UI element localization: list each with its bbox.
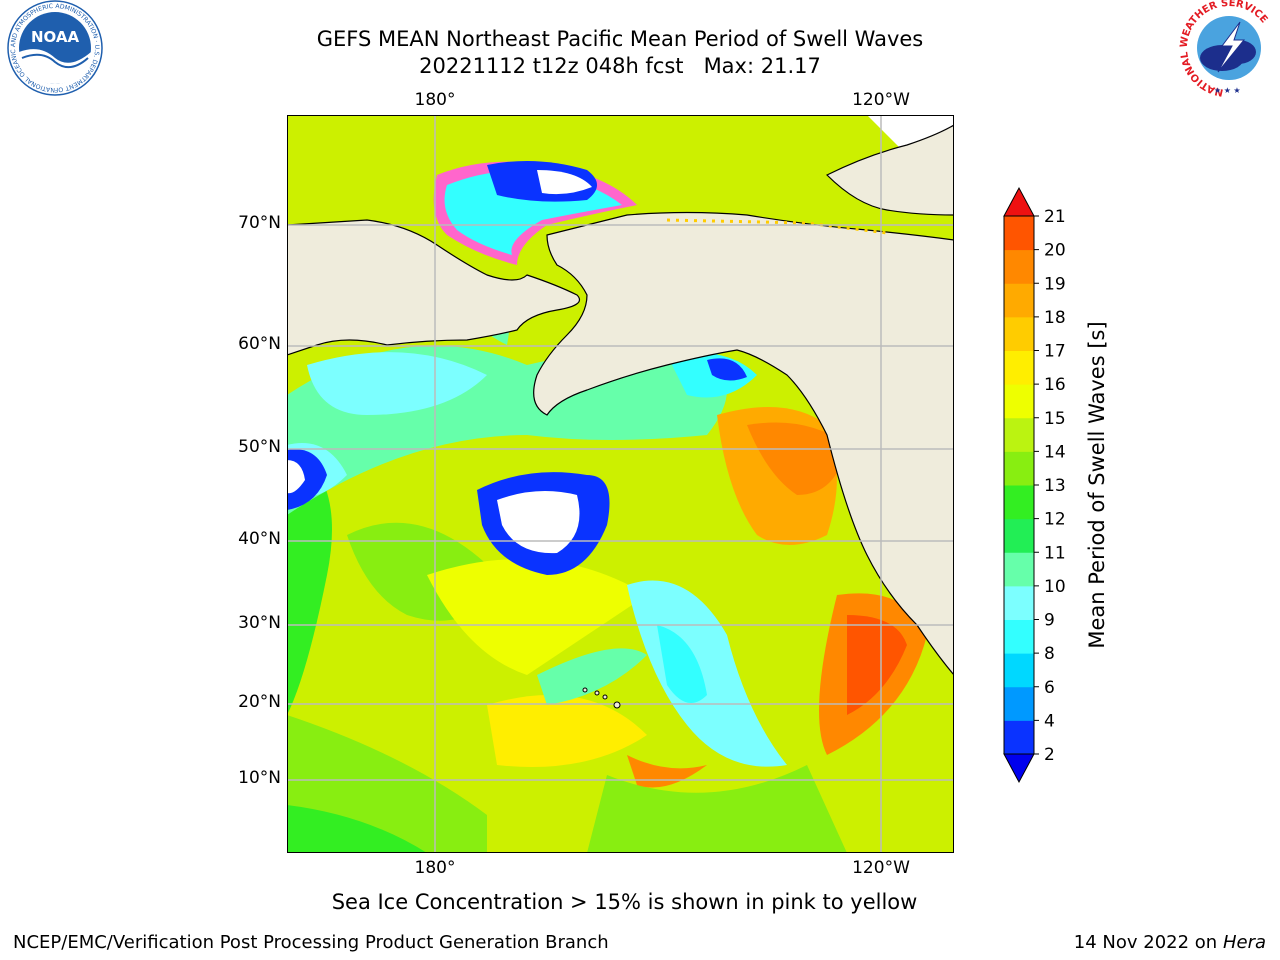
colorbar-band — [1004, 686, 1034, 721]
colorbar-tick-label: 12 — [1044, 510, 1066, 530]
lat-label-20n: 20°N — [238, 692, 281, 712]
generation-date: 14 Nov 2022 on Hera — [1074, 932, 1266, 953]
lat-label-70n: 70°N — [238, 213, 281, 233]
colorbar-band — [1004, 417, 1034, 452]
colorbar-band — [1004, 451, 1034, 486]
colorbar-band — [1004, 283, 1034, 318]
sea-ice-caption: Sea Ice Concentration > 15% is shown in … — [331, 890, 918, 914]
colorbar-tick-label: 6 — [1044, 678, 1055, 698]
colorbar-band — [1004, 216, 1034, 251]
swell-period-map — [287, 115, 954, 853]
lon-label-120w-top: 120°W — [852, 90, 910, 110]
lat-label-60n: 60°N — [238, 334, 281, 354]
colorbar-tick-label: 2 — [1044, 745, 1055, 765]
lon-label-180-top: 180° — [414, 90, 456, 110]
colorbar-tick-label: 13 — [1044, 476, 1066, 496]
colorbar-band — [1004, 316, 1034, 351]
colorbar-tick-label: 19 — [1044, 274, 1066, 294]
colorbar-tick-label: 14 — [1044, 442, 1066, 462]
colorbar-under-arrow — [1003, 753, 1035, 784]
colorbar-band — [1004, 720, 1034, 755]
colorbar-tick-label: 8 — [1044, 644, 1055, 664]
colorbar-band — [1004, 350, 1034, 385]
colorbar-band — [1004, 552, 1034, 587]
colorbar-tick-label: 17 — [1044, 342, 1066, 362]
lat-label-30n: 30°N — [238, 613, 281, 633]
lon-label-180-bottom: 180° — [414, 858, 456, 878]
lat-label-40n: 40°N — [238, 529, 281, 549]
colorbar: 2 4 6 8 9 10 11 12 13 14 15 16 17 18 19 20 21 — [1000, 185, 1080, 789]
colorbar-tick-label: 20 — [1044, 241, 1066, 261]
nws-logo: NATIONAL WEATHER SERVICE ★ ★ ★ — [1178, 0, 1280, 104]
colorbar-band — [1004, 585, 1034, 620]
colorbar-tick-label: 11 — [1044, 543, 1066, 563]
colorbar-band — [1004, 249, 1034, 284]
lon-label-120w-bottom: 120°W — [852, 858, 910, 878]
lat-label-50n: 50°N — [238, 437, 281, 457]
colorbar-tick-label: 18 — [1044, 308, 1066, 328]
colorbar-band — [1004, 518, 1034, 553]
colorbar-tick-label: 15 — [1044, 409, 1066, 429]
colorbar-tick-label: 10 — [1044, 577, 1066, 597]
noaa-logo-text: NOAA — [31, 28, 80, 46]
colorbar-band — [1004, 619, 1034, 654]
map-title: GEFS MEAN Northeast Pacific Mean Period … — [316, 27, 924, 51]
generation-date-text: 14 Nov 2022 on — [1073, 932, 1218, 953]
lat-label-10n: 10°N — [238, 768, 281, 788]
colorbar-band — [1004, 653, 1034, 688]
hawaii-islands — [582, 687, 621, 709]
graticule — [287, 115, 954, 853]
colorbar-tick-label: 4 — [1044, 711, 1055, 731]
producer-credit: NCEP/EMC/Verification Post Processing Pr… — [13, 932, 609, 953]
svg-text:★ ★ ★: ★ ★ ★ — [1214, 86, 1241, 95]
colorbar-label: Mean Period of Swell Waves [s] — [1085, 321, 1109, 649]
colorbar-tick-label: 9 — [1044, 611, 1055, 631]
colorbar-band — [1004, 384, 1034, 419]
colorbar-over-arrow — [1003, 186, 1035, 217]
host-name: Hera — [1222, 932, 1266, 953]
colorbar-tick-label: 21 — [1044, 207, 1066, 227]
colorbar-band — [1004, 485, 1034, 520]
map-subtitle: 20221112 t12z 048h fcst Max: 21.17 — [419, 54, 821, 78]
noaa-logo: NATIONAL OCEANIC AND ATMOSPHERIC ADMINIS… — [0, 0, 110, 104]
colorbar-tick-label: 16 — [1044, 375, 1066, 395]
